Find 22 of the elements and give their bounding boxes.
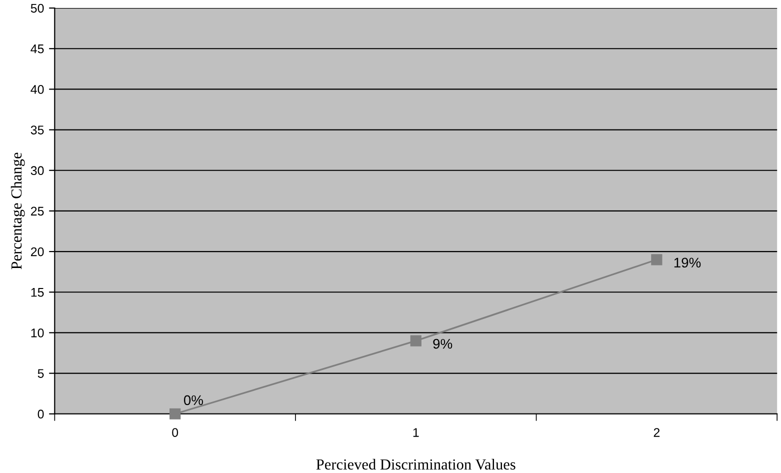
- data-label: 9%: [433, 338, 452, 349]
- point: [410, 335, 422, 346]
- y-axis-title: Percentage Change: [10, 152, 25, 270]
- data-label: 19%: [674, 258, 701, 268]
- x-tick-label: 0: [172, 428, 178, 437]
- x-tick-label: 1: [413, 428, 419, 437]
- y-tick-label: 0: [38, 410, 44, 419]
- data-label: 0%: [184, 395, 203, 406]
- y-tick-label: 30: [30, 166, 44, 176]
- y-tick-label: 45: [30, 44, 44, 54]
- point: [170, 408, 181, 420]
- y-tick-label: 20: [30, 247, 44, 256]
- x-axis-title: Percieved Discrimination Values: [316, 458, 516, 470]
- y-tick-label: 35: [30, 126, 44, 134]
- y-tick-label: 15: [31, 288, 44, 297]
- y-tick-label: 5: [38, 369, 44, 378]
- y-tick-label: 50: [30, 4, 44, 13]
- x-tick-label: 2: [654, 428, 660, 437]
- point: [651, 254, 662, 266]
- y-tick-label: 40: [30, 85, 44, 94]
- y-tick-label: 10: [31, 328, 44, 338]
- y-tick-label: 25: [30, 206, 44, 216]
